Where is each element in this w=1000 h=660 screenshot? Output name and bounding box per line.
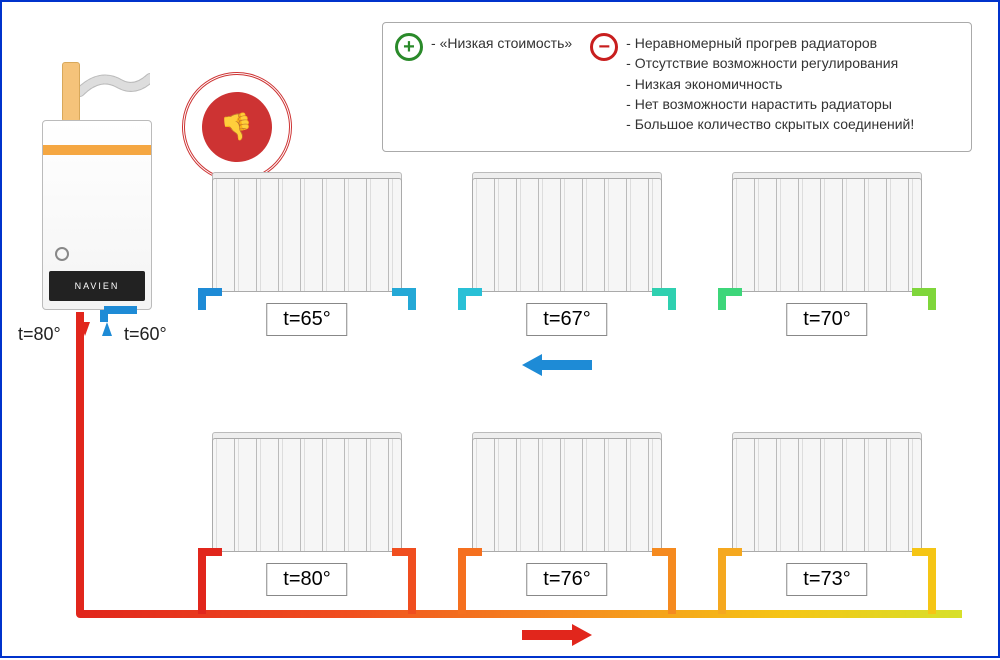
radiator-bottom-1: t=80° <box>212 432 402 562</box>
boiler-knob <box>55 247 69 261</box>
radiator-temp-label: t=67° <box>526 303 607 336</box>
supply-flow-arrow-icon <box>522 624 592 646</box>
pros-list: «Низкая стоимость» <box>431 33 572 141</box>
cons-column: − Неравномерный прогрев радиаторов Отсут… <box>590 33 914 141</box>
diagram-frame: + «Низкая стоимость» − Неравномерный про… <box>0 0 1000 658</box>
return-temp-label: t=60° <box>124 324 167 345</box>
cons-list: Неравномерный прогрев радиаторов Отсутст… <box>626 33 914 141</box>
return-arrow-up-icon <box>102 322 112 336</box>
minus-icon: − <box>590 33 618 61</box>
boiler-flex-pipe <box>80 72 150 98</box>
not-recommended-stamp: 👎 <box>175 65 299 189</box>
boiler-brand-panel: NAVIEN <box>49 271 145 301</box>
supply-arrow-down-icon <box>80 322 90 336</box>
radiator-temp-label: t=76° <box>526 563 607 596</box>
radiator-temp-label: t=80° <box>266 563 347 596</box>
radiator-top-3: t=70° <box>732 172 922 302</box>
supply-temp-label: t=80° <box>18 324 61 345</box>
pros-cons-box: + «Низкая стоимость» − Неравномерный про… <box>382 22 972 152</box>
radiator-top-1: t=65° <box>212 172 402 302</box>
cons-item: Неравномерный прогрев радиаторов <box>626 33 914 53</box>
radiator-temp-label: t=70° <box>786 303 867 336</box>
cons-item: Отсутствие возможности регулирования <box>626 53 914 73</box>
pros-column: + «Низкая стоимость» <box>395 33 572 141</box>
cons-item: Низкая экономичность <box>626 74 914 94</box>
radiator-temp-label: t=65° <box>266 303 347 336</box>
cons-item: Нет возможности нарастить радиаторы <box>626 94 914 114</box>
boiler-body: NAVIEN <box>42 120 152 310</box>
radiator-top-2: t=67° <box>472 172 662 302</box>
plus-icon: + <box>395 33 423 61</box>
radiator-bottom-3: t=73° <box>732 432 922 562</box>
boiler-flue <box>62 62 80 122</box>
thumbs-down-icon: 👎 <box>197 87 276 166</box>
boiler-accent-band <box>43 145 151 155</box>
return-flow-arrow-icon <box>522 354 592 376</box>
radiator-temp-label: t=73° <box>786 563 867 596</box>
boiler: NAVIEN <box>32 62 162 322</box>
radiator-bottom-2: t=76° <box>472 432 662 562</box>
cons-item: Большое количество скрытых соединений! <box>626 114 914 134</box>
pros-item: «Низкая стоимость» <box>431 33 572 53</box>
